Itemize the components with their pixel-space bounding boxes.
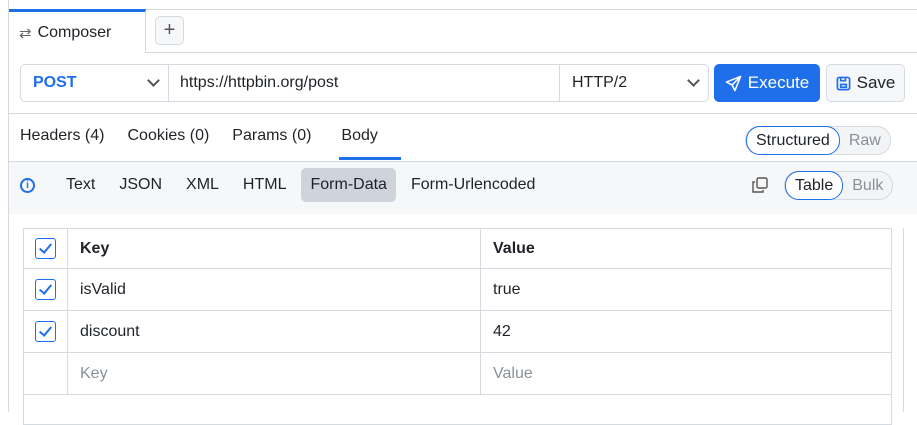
value-cell[interactable]: true — [480, 268, 892, 311]
view-table[interactable]: Table — [785, 171, 844, 200]
save-button[interactable]: Save — [826, 64, 905, 102]
body-formats: i Text JSON XML HTML Form-Data Form-Urle… — [20, 168, 550, 202]
request-bar: POST https://httpbin.org/post HTTP/2 — [20, 64, 709, 102]
add-tab-button[interactable]: + — [155, 16, 184, 45]
save-icon — [836, 76, 851, 90]
tabbar-divider — [146, 52, 917, 53]
execute-label: Execute — [747, 73, 810, 92]
key-cell[interactable]: discount — [67, 310, 481, 353]
divider — [9, 161, 917, 162]
method-select[interactable]: POST — [21, 65, 169, 101]
url-input[interactable]: https://httpbin.org/post — [169, 65, 560, 101]
tab-body[interactable]: Body — [341, 127, 378, 144]
protocol-select[interactable]: HTTP/2 — [560, 65, 708, 101]
mode-toggle: Structured Raw — [745, 126, 891, 155]
row-checkbox[interactable] — [35, 279, 56, 300]
form-data-table: Key Value isValid true discount 42 Key V… — [23, 228, 892, 425]
table-footer — [23, 394, 892, 425]
active-tab-indicator — [339, 157, 401, 160]
protocol-value: HTTP/2 — [572, 74, 628, 91]
table-header: Key Value — [23, 228, 892, 269]
method-value: POST — [33, 74, 77, 91]
section-tabs: Headers (4) Cookies (0) Params (0) Body — [20, 127, 401, 145]
plus-icon: + — [163, 19, 176, 41]
value-input[interactable]: Value — [480, 352, 892, 395]
empty-checkbox-cell — [23, 352, 68, 395]
chevron-down-icon — [147, 74, 160, 87]
key-input[interactable]: Key — [67, 352, 481, 395]
save-label: Save — [856, 73, 896, 92]
format-html[interactable]: HTML — [242, 176, 287, 193]
copy-icon[interactable] — [752, 177, 768, 193]
tab-composer[interactable]: ⇄ Composer — [9, 9, 146, 53]
row-checkbox[interactable] — [35, 321, 56, 342]
value-header: Value — [480, 228, 892, 269]
key-header: Key — [67, 228, 481, 269]
format-text[interactable]: Text — [66, 176, 96, 193]
url-value: https://httpbin.org/post — [180, 74, 339, 91]
table-row: discount 42 — [23, 310, 892, 353]
divider — [9, 113, 917, 114]
table-row: isValid true — [23, 268, 892, 311]
arrows-swap-icon: ⇄ — [19, 24, 32, 42]
top-border — [9, 9, 917, 10]
mode-structured[interactable]: Structured — [746, 126, 840, 155]
view-bulk[interactable]: Bulk — [852, 176, 884, 194]
send-icon — [725, 75, 742, 91]
format-form-data[interactable]: Form-Data — [301, 168, 396, 202]
key-cell[interactable]: isValid — [67, 268, 481, 311]
chevron-down-icon — [687, 74, 700, 87]
execute-button[interactable]: Execute — [714, 64, 820, 102]
mode-raw[interactable]: Raw — [848, 131, 881, 149]
format-json[interactable]: JSON — [119, 176, 163, 193]
new-row: Key Value — [23, 352, 892, 395]
tab-headers[interactable]: Headers (4) — [20, 127, 105, 144]
view-toggle: Table Bulk — [784, 171, 894, 200]
tab-cookies[interactable]: Cookies (0) — [127, 127, 210, 144]
format-form-urlencoded[interactable]: Form-Urlencoded — [410, 176, 536, 193]
info-icon[interactable]: i — [20, 177, 35, 193]
tab-label: Composer — [37, 23, 112, 41]
format-xml[interactable]: XML — [186, 176, 219, 193]
left-border — [8, 0, 9, 412]
tab-params[interactable]: Params (0) — [232, 127, 312, 144]
value-cell[interactable]: 42 — [480, 310, 892, 353]
scrollbar-track[interactable] — [891, 228, 904, 412]
select-all-checkbox[interactable] — [35, 238, 56, 259]
